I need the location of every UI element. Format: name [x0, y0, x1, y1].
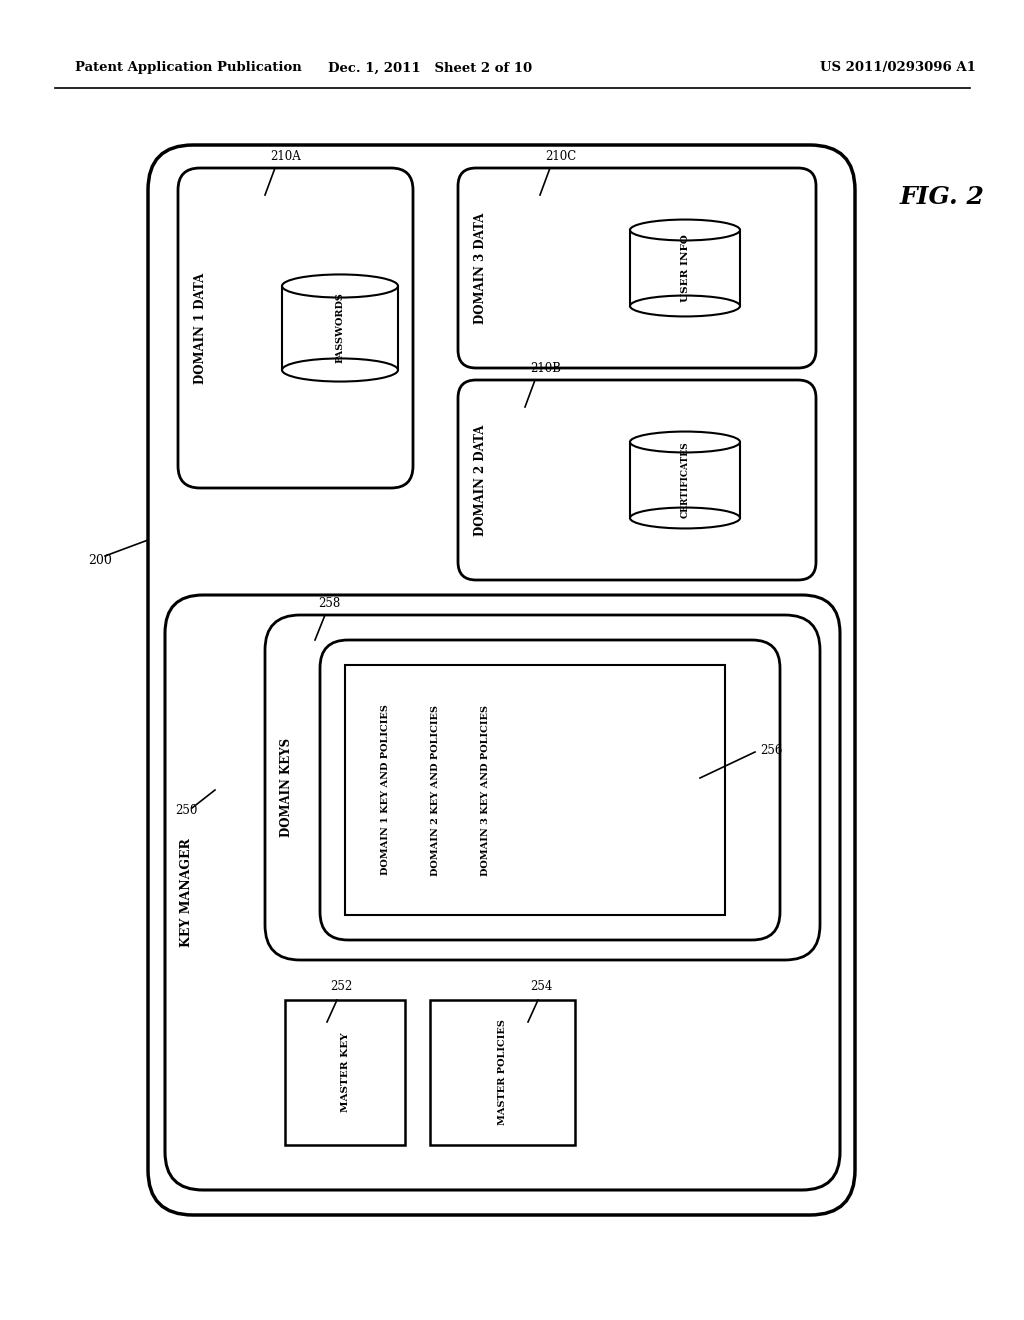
Text: DOMAIN 3 DATA: DOMAIN 3 DATA: [473, 213, 486, 323]
Bar: [430, 1001, 575, 1144]
FancyBboxPatch shape: [178, 168, 413, 488]
Text: Dec. 1, 2011   Sheet 2 of 10: Dec. 1, 2011 Sheet 2 of 10: [328, 62, 532, 74]
Text: USER INFO: USER INFO: [681, 234, 689, 302]
Text: PASSWORDS: PASSWORDS: [336, 293, 344, 363]
Text: FIG. 2: FIG. 2: [900, 185, 985, 209]
FancyBboxPatch shape: [319, 640, 780, 940]
Text: DOMAIN 2 DATA: DOMAIN 2 DATA: [473, 424, 486, 536]
Text: DOMAIN 3 KEY AND POLICIES: DOMAIN 3 KEY AND POLICIES: [480, 705, 489, 875]
Text: 254: 254: [530, 979, 552, 993]
FancyBboxPatch shape: [165, 595, 840, 1191]
Text: 210A: 210A: [270, 150, 301, 162]
Text: 258: 258: [318, 597, 340, 610]
Ellipse shape: [630, 219, 740, 240]
Text: DOMAIN 2 KEY AND POLICIES: DOMAIN 2 KEY AND POLICIES: [430, 705, 439, 875]
Polygon shape: [630, 442, 740, 517]
Text: MASTER POLICIES: MASTER POLICIES: [498, 1019, 507, 1126]
Text: 200: 200: [88, 553, 112, 566]
Polygon shape: [630, 230, 740, 306]
Text: DOMAIN KEYS: DOMAIN KEYS: [281, 738, 294, 837]
Text: Patent Application Publication: Patent Application Publication: [75, 62, 302, 74]
Ellipse shape: [630, 432, 740, 453]
Text: 252: 252: [330, 979, 352, 993]
Ellipse shape: [630, 296, 740, 317]
Bar: [345, 665, 725, 915]
Text: DOMAIN 1 KEY AND POLICIES: DOMAIN 1 KEY AND POLICIES: [381, 705, 389, 875]
Text: MASTER KEY: MASTER KEY: [341, 1032, 349, 1113]
FancyBboxPatch shape: [265, 615, 820, 960]
Text: 210C: 210C: [545, 150, 577, 162]
Ellipse shape: [630, 508, 740, 528]
Ellipse shape: [282, 275, 398, 297]
Text: KEY MANAGER: KEY MANAGER: [180, 838, 194, 946]
Text: CERTIFICATES: CERTIFICATES: [681, 442, 689, 519]
Polygon shape: [282, 286, 398, 370]
Text: 256: 256: [760, 743, 782, 756]
FancyBboxPatch shape: [458, 168, 816, 368]
Text: US 2011/0293096 A1: US 2011/0293096 A1: [820, 62, 976, 74]
Bar: [285, 1001, 406, 1144]
FancyBboxPatch shape: [148, 145, 855, 1214]
Ellipse shape: [282, 359, 398, 381]
Text: 210B: 210B: [530, 362, 561, 375]
Text: DOMAIN 1 DATA: DOMAIN 1 DATA: [194, 272, 207, 384]
Text: 250: 250: [175, 804, 198, 817]
FancyBboxPatch shape: [458, 380, 816, 579]
